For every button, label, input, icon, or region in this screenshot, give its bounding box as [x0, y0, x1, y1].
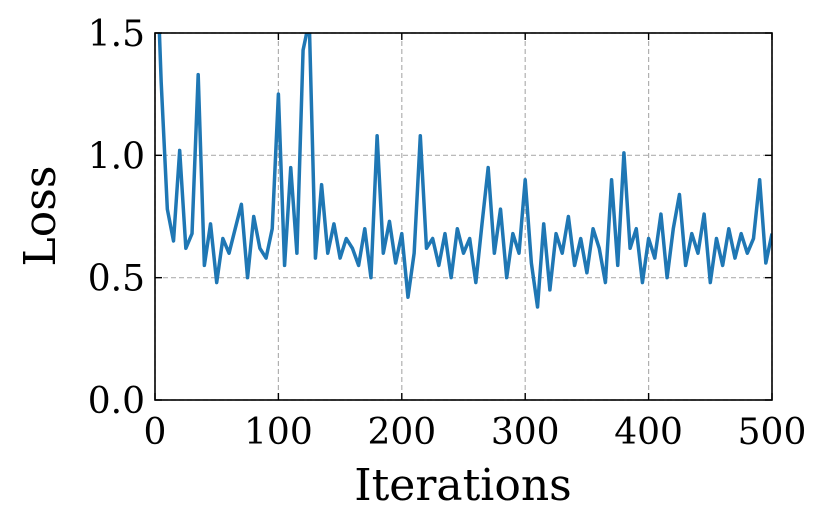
x-tick-label: 400: [614, 412, 683, 453]
x-tick-label: 100: [244, 412, 313, 453]
x-tick-label: 0: [144, 412, 167, 453]
loss-line: [157, 33, 772, 309]
x-tick-label: 500: [738, 412, 807, 453]
y-tick-label: 1.5: [88, 14, 145, 55]
y-tick-label: 1.0: [88, 136, 145, 177]
ticks: 0 100 200 300 400 500 0.0 0.5 1.0 1.5: [88, 14, 807, 453]
y-tick-label: 0.0: [88, 381, 145, 422]
grid: [154, 32, 773, 401]
y-tick-label: 0.5: [88, 259, 145, 300]
axes-frame: [154, 32, 773, 401]
plot-area: [157, 33, 772, 309]
x-tick-label: 200: [367, 412, 436, 453]
x-tick-label: 300: [491, 412, 560, 453]
y-axis-label: Loss: [15, 166, 66, 267]
x-axis-label: Iterations: [354, 460, 572, 511]
